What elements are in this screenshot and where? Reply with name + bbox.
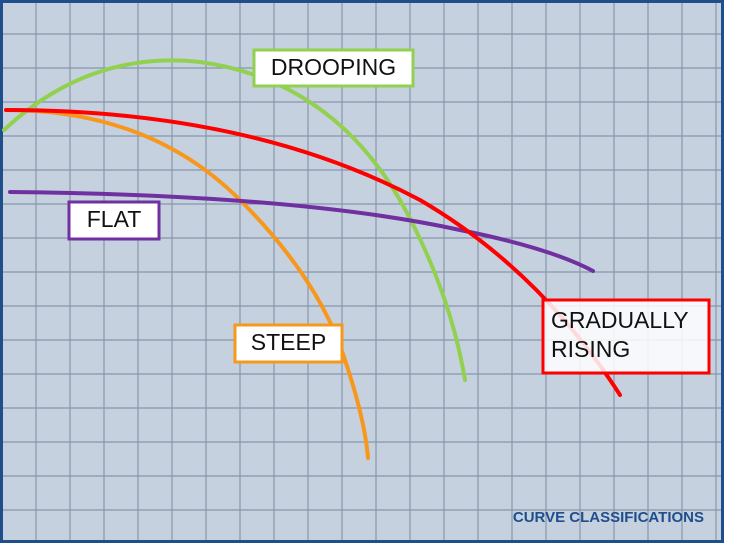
grid [3, 3, 721, 540]
drooping-label: DROOPING [271, 54, 396, 80]
flat-box [67, 200, 161, 241]
diagram-title: CURVE CLASSIFICATIONS [513, 509, 704, 526]
gradually-rising-box [541, 298, 711, 375]
gradually-rising-label: RISING [551, 336, 630, 362]
steep-box [233, 323, 344, 364]
drooping-box [252, 48, 415, 88]
steep-curve [4, 108, 370, 460]
flat-curve [8, 190, 595, 273]
steep-label: STEEP [251, 329, 326, 355]
gradually-rising-label: GRADUALLY [551, 307, 689, 333]
drooping-curve [2, 58, 467, 382]
flat-label: FLAT [87, 206, 142, 232]
